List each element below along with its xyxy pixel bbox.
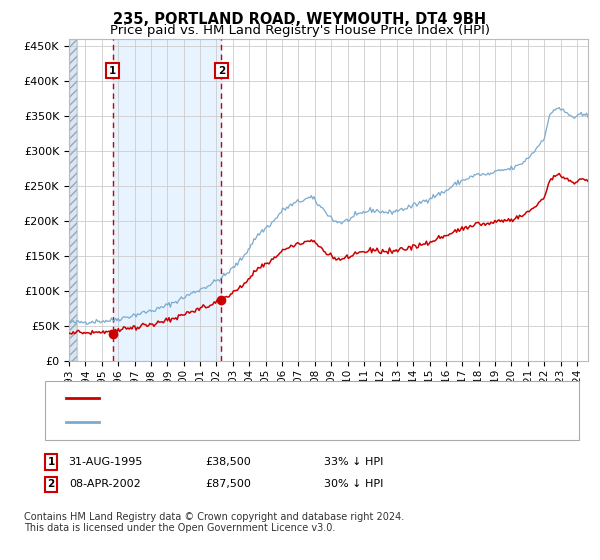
Text: £38,500: £38,500 <box>205 457 251 467</box>
Text: 1: 1 <box>109 66 116 76</box>
Text: 08-APR-2002: 08-APR-2002 <box>69 479 141 489</box>
Bar <box>69 39 77 361</box>
Text: 30% ↓ HPI: 30% ↓ HPI <box>325 479 383 489</box>
Bar <box>69 39 77 361</box>
Text: 1: 1 <box>47 457 55 467</box>
Text: Contains HM Land Registry data © Crown copyright and database right 2024.: Contains HM Land Registry data © Crown c… <box>24 512 404 522</box>
Text: 235, PORTLAND ROAD, WEYMOUTH, DT4 9BH (semi-detached house): 235, PORTLAND ROAD, WEYMOUTH, DT4 9BH (s… <box>105 392 514 405</box>
Text: 2: 2 <box>218 66 225 76</box>
Text: 33% ↓ HPI: 33% ↓ HPI <box>325 457 383 467</box>
Text: HPI: Average price, semi-detached house, Dorset: HPI: Average price, semi-detached house,… <box>105 416 395 428</box>
Text: This data is licensed under the Open Government Licence v3.0.: This data is licensed under the Open Gov… <box>24 523 335 533</box>
Text: £87,500: £87,500 <box>205 479 251 489</box>
Text: Price paid vs. HM Land Registry's House Price Index (HPI): Price paid vs. HM Land Registry's House … <box>110 24 490 37</box>
Text: 31-AUG-1995: 31-AUG-1995 <box>68 457 142 467</box>
Text: 2: 2 <box>47 479 55 489</box>
Text: 235, PORTLAND ROAD, WEYMOUTH, DT4 9BH: 235, PORTLAND ROAD, WEYMOUTH, DT4 9BH <box>113 12 487 27</box>
Bar <box>113 39 221 361</box>
